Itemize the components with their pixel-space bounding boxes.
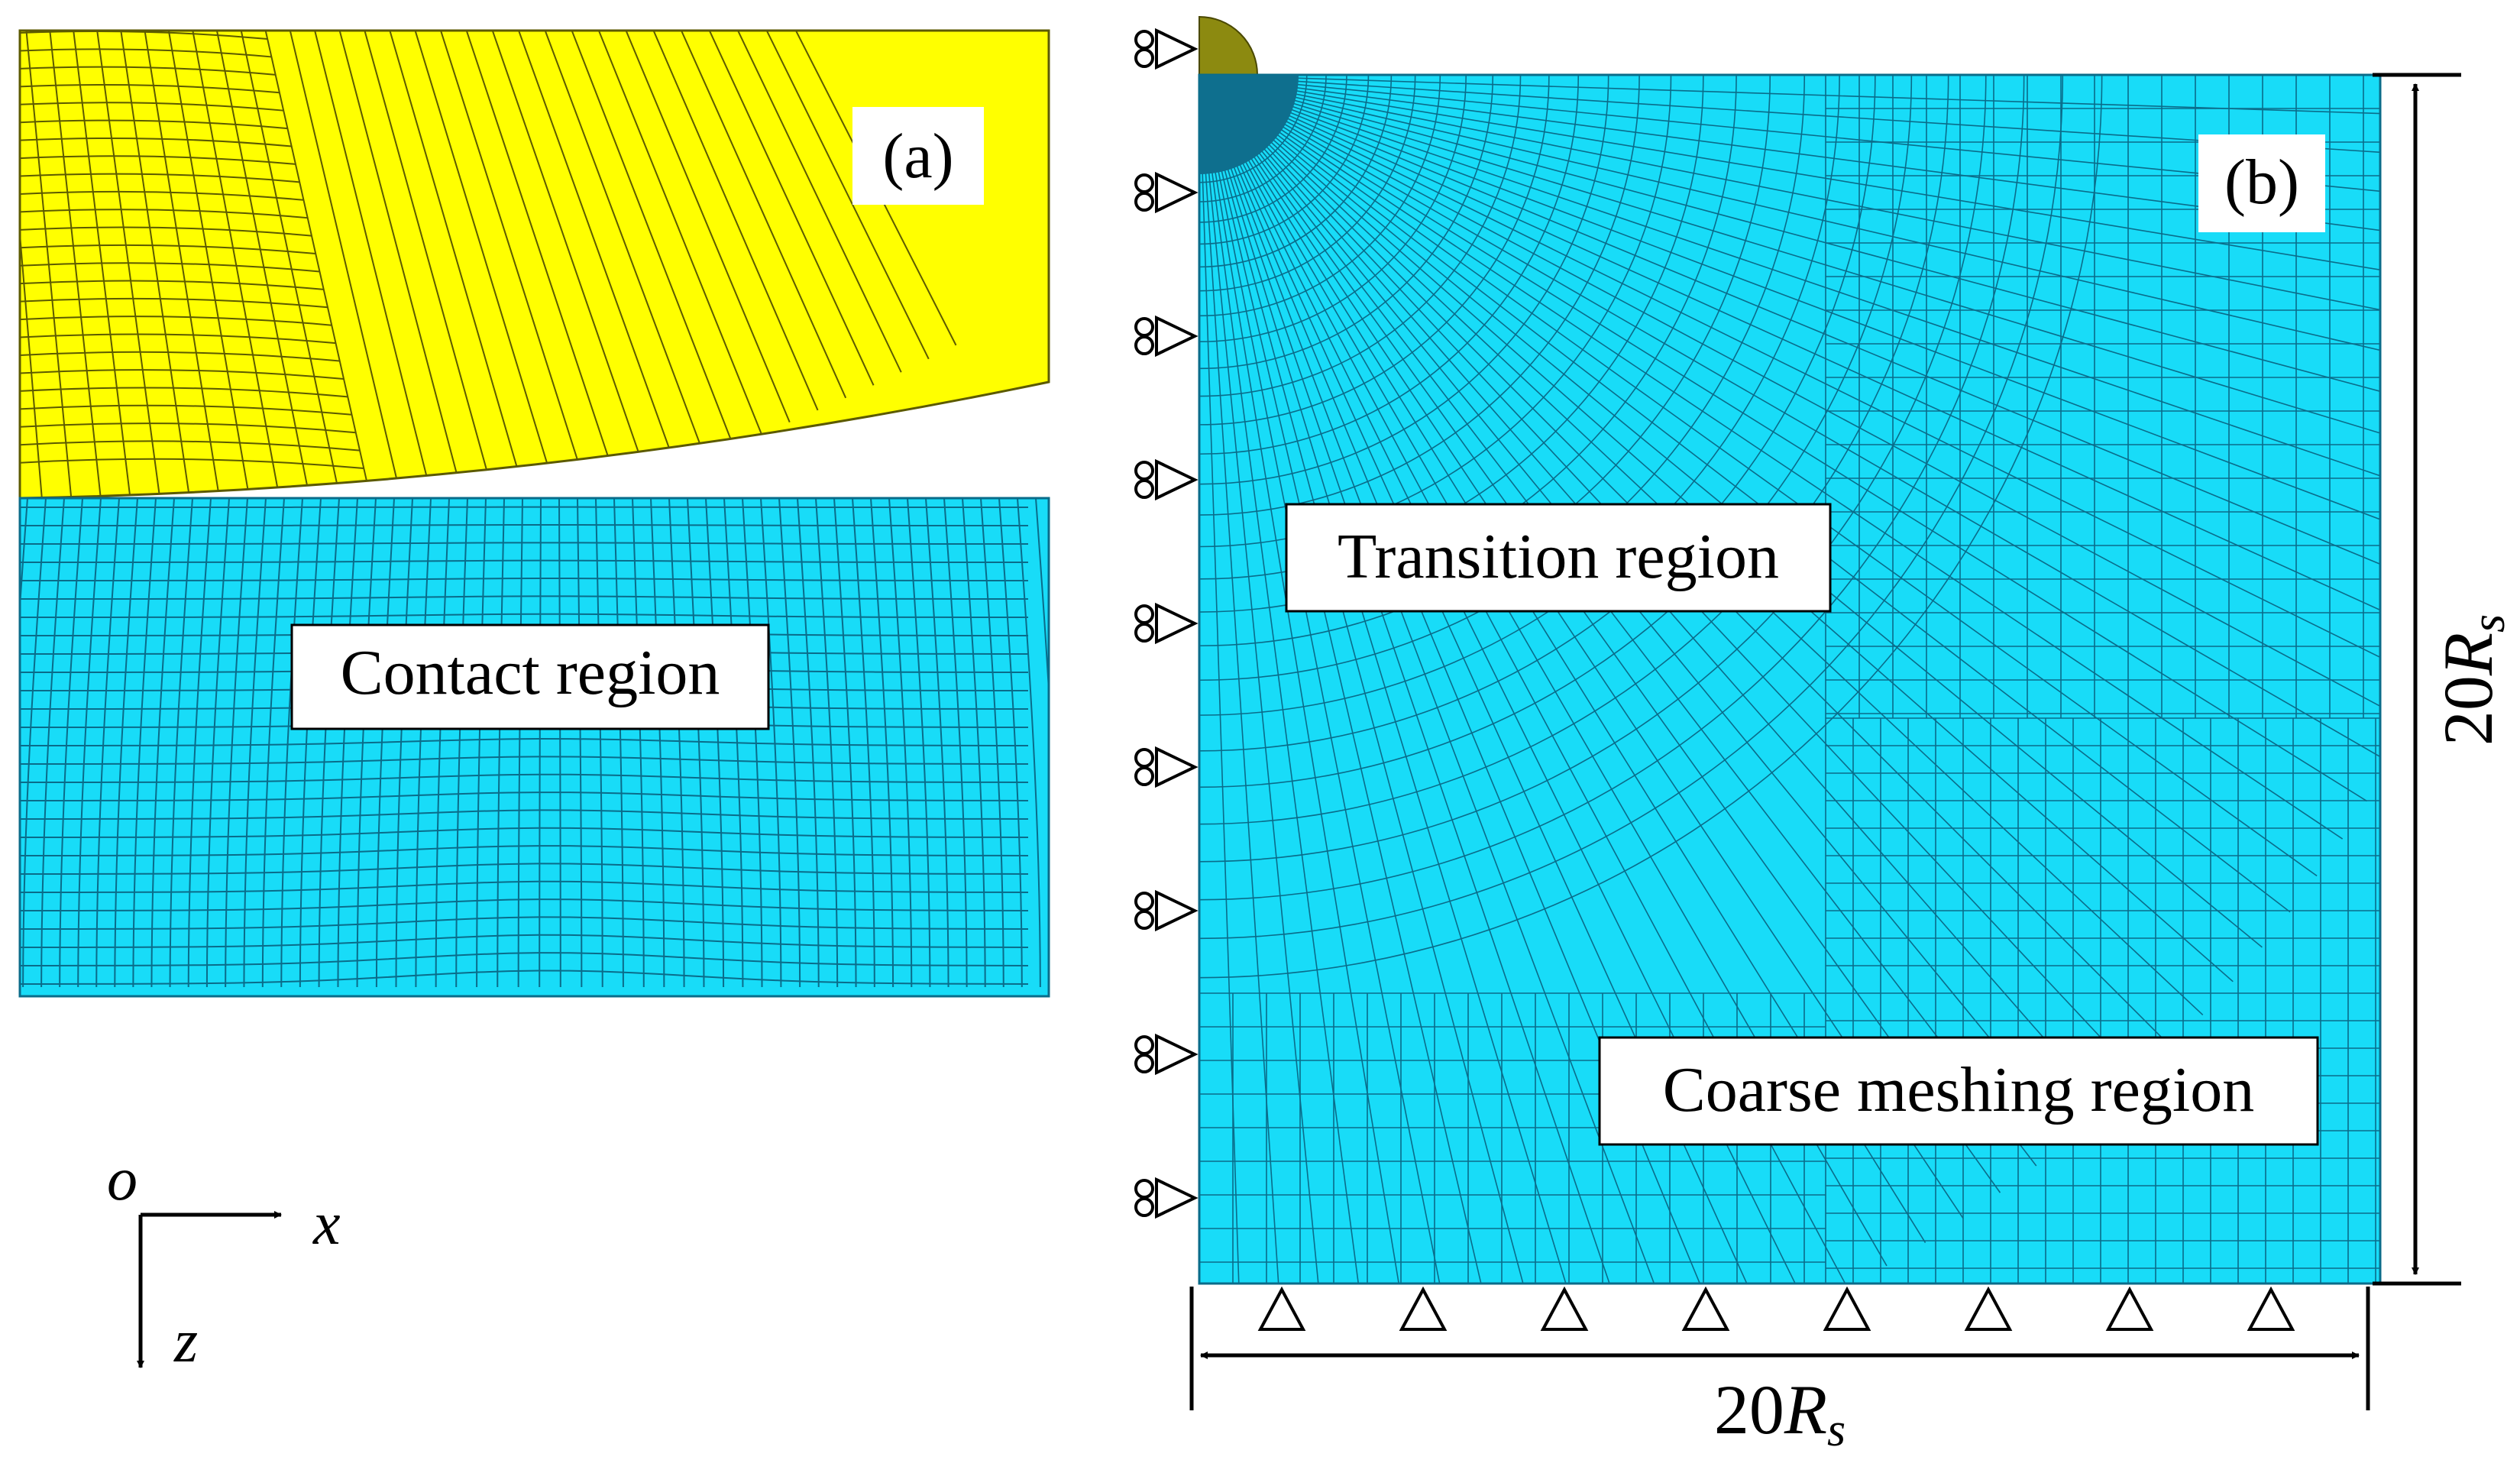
pin-support — [1823, 1286, 1871, 1331]
axis-origin-label: o — [107, 1146, 137, 1213]
roller-supports — [1134, 28, 1199, 1219]
roller-support — [1134, 602, 1199, 645]
pin-support — [2105, 1286, 2154, 1331]
axis-x-label: x — [312, 1190, 341, 1258]
vertical-dimension — [2373, 73, 2461, 1286]
horizontal-dimension — [1189, 1287, 2370, 1410]
indenter-mesh — [18, 29, 1050, 500]
axes-indicator — [137, 1211, 282, 1368]
roller-support — [1134, 171, 1199, 214]
panel-a: (a) Contact region — [18, 29, 1050, 998]
axis-z-label: z — [173, 1308, 198, 1375]
coarse-meshing-region-label: Coarse meshing region — [1663, 1054, 2255, 1125]
pin-support — [1399, 1286, 1448, 1331]
roller-support — [1134, 889, 1199, 932]
pin-support — [1681, 1286, 1730, 1331]
pin-support — [1964, 1286, 2013, 1331]
transition-region-label: Transition region — [1338, 521, 1779, 592]
indenter-small — [1199, 15, 1259, 76]
roller-support — [1134, 1033, 1199, 1076]
pin-support — [1257, 1286, 1306, 1331]
panel-b-tag: (b) — [2224, 147, 2299, 218]
panel-a-tag: (a) — [882, 121, 953, 192]
panel-b: (b) Transition region Coarse meshing reg… — [1134, 15, 2515, 1456]
roller-support — [1134, 1177, 1199, 1219]
contact-region-label: Contact region — [341, 637, 720, 708]
roller-support — [1134, 458, 1199, 501]
roller-support — [1134, 746, 1199, 788]
substrate-mesh-b — [1198, 73, 2382, 1285]
pin-support — [2247, 1286, 2295, 1331]
substrate-mesh-a — [18, 497, 1050, 998]
pin-supports — [1257, 1286, 2295, 1331]
pin-support — [1540, 1286, 1589, 1331]
roller-support — [1134, 315, 1199, 358]
dimension-vertical-label: 20Rs — [2429, 614, 2515, 746]
dimension-horizontal-label: 20Rs — [1714, 1371, 1846, 1456]
roller-support — [1134, 28, 1199, 70]
